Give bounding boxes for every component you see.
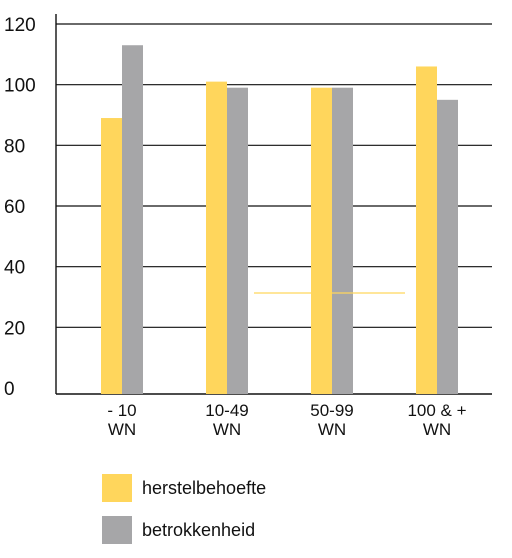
y-tick-label-20: 20 [4,318,25,339]
legend-label-herstelbehoefte: herstelbehoefte [142,477,267,498]
x-category-label-1-0: 10-49 [205,401,248,420]
legend: herstelbehoefte betrokkenheid [102,474,266,558]
legend-label-betrokkenheid: betrokkenheid [142,519,256,540]
bar-herstelbehoefte-1 [206,81,227,394]
legend-item-herstelbehoefte: herstelbehoefte [102,474,266,502]
legend-swatch-betrokkenheid [102,516,132,544]
y-tick-label-100: 100 [4,76,36,97]
x-category-label-3-0: 100 & + [407,401,466,420]
y-tick-label-120: 120 [4,15,36,36]
x-category-label-1-1: WN [213,420,241,439]
bar-betrokkenheid-2 [332,87,353,394]
x-category-label-0-0: - 10 [107,401,136,420]
x-category-label-2-0: 50-99 [310,401,353,420]
x-category-label-0-1: WN [108,420,136,439]
bar-herstelbehoefte-0 [101,118,122,395]
legend-swatch-herstelbehoefte [102,474,132,502]
bar-betrokkenheid-3 [437,99,458,394]
bar-betrokkenheid-0 [122,45,143,394]
x-category-label-2-1: WN [318,420,346,439]
legend-item-betrokkenheid: betrokkenheid [102,516,266,544]
y-tick-label-80: 80 [4,136,25,157]
bar-herstelbehoefte-2 [311,87,332,394]
y-tick-label-0: 0 [4,379,15,400]
y-tick-label-40: 40 [4,258,25,279]
bar-betrokkenheid-1 [227,87,248,394]
y-tick-label-60: 60 [4,197,25,218]
x-category-label-3-1: WN [423,420,451,439]
bar-herstelbehoefte-3 [416,66,437,394]
